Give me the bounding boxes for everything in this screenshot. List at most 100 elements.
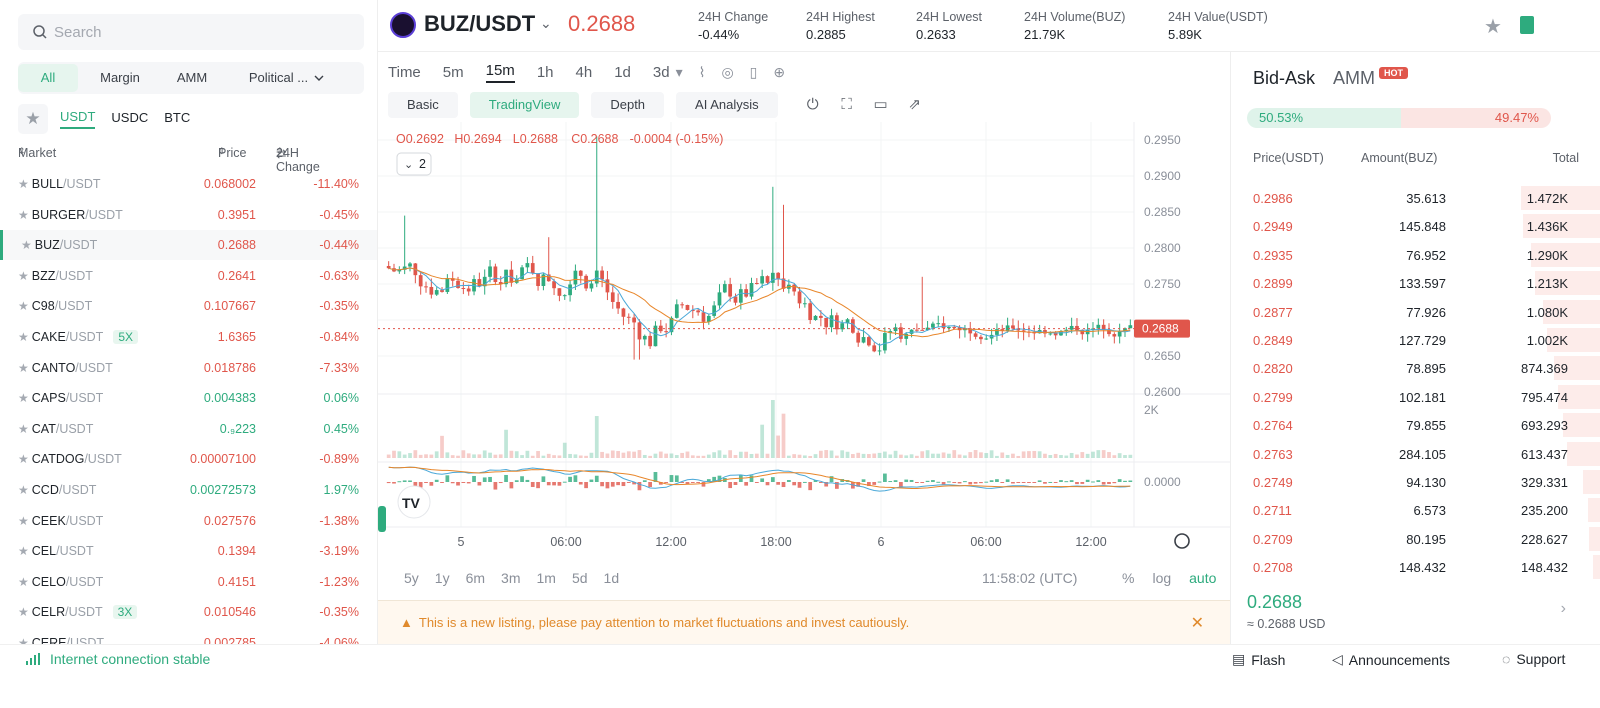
candle-type-icon[interactable]: ▯ xyxy=(749,64,758,80)
tf-time[interactable]: Time xyxy=(388,64,421,81)
star-icon[interactable]: ★ xyxy=(18,636,29,650)
ask-row[interactable]: 0.2820 78.895 874.369 xyxy=(1231,354,1600,382)
layout-icon[interactable]: ▭ xyxy=(873,96,888,113)
power-icon[interactable]: ⏻ xyxy=(806,96,819,113)
pair-dropdown-chevron-icon[interactable]: ⌄ xyxy=(540,15,552,31)
star-icon[interactable]: ★ xyxy=(18,452,29,467)
market-row-bull[interactable]: ★ BULL/USDT 0.068002 -11.40% xyxy=(0,169,377,199)
star-icon[interactable]: ★ xyxy=(18,207,29,222)
tf-15m[interactable]: 15m xyxy=(485,62,515,83)
market-row-ceek[interactable]: ★ CEEK/USDT 0.027576 -1.38% xyxy=(0,506,377,536)
footer-flash-link[interactable]: ▤ Flash xyxy=(1232,651,1285,668)
star-icon[interactable]: ★ xyxy=(18,177,29,191)
range-6m[interactable]: 6m xyxy=(465,570,486,586)
share-icon[interactable]: ⇗ xyxy=(908,96,921,113)
market-row-ccd[interactable]: ★ CCD/USDT 0.00272573 1.97% xyxy=(0,475,377,505)
ask-row[interactable]: 0.2709 80.195 228.627 xyxy=(1231,525,1600,553)
filter-all[interactable]: All xyxy=(18,64,78,92)
mode-depth[interactable]: Depth xyxy=(591,92,665,118)
market-row-caps[interactable]: ★ CAPS/USDT 0.004383 0.06% xyxy=(0,383,377,413)
ask-row[interactable]: 0.2749 94.130 329.331 xyxy=(1231,468,1600,496)
star-icon[interactable]: ★ xyxy=(18,360,29,375)
tf-1d[interactable]: 1d xyxy=(614,64,631,81)
quote-tab-btc[interactable]: BTC xyxy=(164,110,191,125)
footer-announcements-link[interactable]: ◁ Announcements xyxy=(1332,651,1450,668)
market-row-cake[interactable]: ★ CAKE/USDT 5X 1.6365 -0.84% xyxy=(0,322,377,352)
scale-auto[interactable]: auto xyxy=(1189,570,1217,586)
range-5d[interactable]: 5d xyxy=(571,570,588,586)
star-icon[interactable]: ★ xyxy=(18,544,29,559)
notebook-icon[interactable] xyxy=(1520,16,1534,34)
close-icon[interactable]: ✕ xyxy=(1190,615,1204,632)
favorites-star-icon[interactable]: ★ xyxy=(18,104,48,134)
range-3m[interactable]: 3m xyxy=(501,570,521,586)
ask-row[interactable]: 0.2935 76.952 1.290K xyxy=(1231,241,1600,269)
tf-4h[interactable]: 4h xyxy=(575,64,593,81)
market-row-cel[interactable]: ★ CEL/USDT 0.1394 -3.19% xyxy=(0,536,377,566)
tf-1h[interactable]: 1h xyxy=(536,64,554,81)
star-icon[interactable]: ★ xyxy=(21,238,32,253)
ask-row[interactable]: 0.2711 6.573 235.200 xyxy=(1231,496,1600,524)
range-5y[interactable]: 5y xyxy=(404,570,419,586)
ask-row[interactable]: 0.2986 35.613 1.472K xyxy=(1231,184,1600,212)
ask-row[interactable]: 0.2764 79.855 693.293 xyxy=(1231,411,1600,439)
filter-amm[interactable]: AMM xyxy=(176,70,208,85)
filter-margin[interactable]: Margin xyxy=(100,70,140,85)
market-row-canto[interactable]: ★ CANTO/USDT 0.018786 -7.33% xyxy=(0,353,377,383)
star-icon[interactable]: ★ xyxy=(18,391,29,406)
market-row-cat[interactable]: ★ CAT/USDT 0.₉223 0.45% xyxy=(0,414,377,444)
ask-amount: 76.952 xyxy=(1406,247,1446,263)
star-icon[interactable]: ★ xyxy=(18,299,29,314)
mode-tradingview[interactable]: TradingView xyxy=(469,92,580,118)
ask-row[interactable]: 0.2877 77.926 1.080K xyxy=(1231,298,1600,326)
ask-row[interactable]: 0.2849 127.729 1.002K xyxy=(1231,326,1600,354)
star-icon[interactable]: ★ xyxy=(18,574,29,589)
add-icon[interactable]: ⊕ xyxy=(773,64,786,80)
star-icon[interactable]: ★ xyxy=(18,605,29,620)
tf-dropdown-caret-icon[interactable]: ▾ xyxy=(675,64,683,80)
market-row-catdog[interactable]: ★ CATDOG/USDT 0.00007100 -0.89% xyxy=(0,444,377,474)
star-icon[interactable]: ★ xyxy=(18,421,29,436)
filter-political-dropdown[interactable]: Political ... xyxy=(222,64,352,92)
range-1m[interactable]: 1m xyxy=(536,570,556,586)
connection-text: Internet connection stable xyxy=(50,651,211,667)
market-row-bzz[interactable]: ★ BZZ/USDT 0.2641 -0.63% xyxy=(0,261,377,291)
price-chart[interactable]: 0.2688 0.2950 0.2900 0.2850 0.2800 0.2750 0.26… xyxy=(378,122,1230,562)
quote-tab-usdt[interactable]: USDT xyxy=(60,109,96,129)
fullscreen-icon[interactable]: ⛶ xyxy=(841,96,852,113)
chevron-right-icon[interactable]: › xyxy=(1560,600,1566,617)
market-row-celo[interactable]: ★ CELO/USDT 0.4151 -1.23% xyxy=(0,567,377,597)
market-row-c98[interactable]: ★ C98/USDT 0.107667 -0.35% xyxy=(0,291,377,321)
swap-columns-icon[interactable]: ⇄ xyxy=(276,147,287,161)
footer-support-link[interactable]: ◌ Support xyxy=(1502,651,1565,667)
star-icon[interactable]: ★ xyxy=(18,268,29,283)
ask-row[interactable]: 0.2763 284.105 613.437 xyxy=(1231,440,1600,468)
tf-3d[interactable]: 3d xyxy=(652,64,670,81)
quote-tab-usdc[interactable]: USDC xyxy=(111,110,149,125)
tf-5m[interactable]: 5m xyxy=(442,64,464,81)
tab-amm[interactable]: AMM xyxy=(1333,68,1376,88)
market-row-burger[interactable]: ★ BURGER/USDT 0.3951 -0.45% xyxy=(0,200,377,230)
mode-basic[interactable]: Basic xyxy=(388,92,458,118)
market-row-celr[interactable]: ★ CELR/USDT 3X 0.010546 -0.35% xyxy=(0,597,377,627)
scale-percent[interactable]: % xyxy=(1122,570,1135,586)
pair-name[interactable]: BUZ/USDT xyxy=(424,11,536,36)
quote-symbol: /USDT xyxy=(58,483,97,497)
star-icon[interactable]: ★ xyxy=(18,513,29,528)
ask-row[interactable]: 0.2799 102.181 795.474 xyxy=(1231,383,1600,411)
ask-row[interactable]: 0.2708 148.432 148.432 xyxy=(1231,553,1600,581)
range-1d[interactable]: 1d xyxy=(603,570,620,586)
star-icon[interactable]: ★ xyxy=(18,330,29,344)
market-row-buz[interactable]: ★ BUZ/USDT 0.2688 -0.44% xyxy=(0,230,377,261)
indicator-icon[interactable]: ⌇ xyxy=(698,64,706,80)
range-1y[interactable]: 1y xyxy=(434,570,450,586)
mode-ai-analysis[interactable]: AI Analysis xyxy=(676,92,778,118)
search-input[interactable]: Search xyxy=(18,14,364,50)
scale-log[interactable]: log xyxy=(1152,570,1172,586)
settings-icon[interactable]: ◎ xyxy=(721,64,734,80)
ask-row[interactable]: 0.2949 145.848 1.436K xyxy=(1231,212,1600,240)
ask-row[interactable]: 0.2899 133.597 1.213K xyxy=(1231,269,1600,297)
favorite-star-icon[interactable]: ★ xyxy=(1484,16,1502,38)
star-icon[interactable]: ★ xyxy=(18,483,29,497)
tab-bid-ask[interactable]: Bid-Ask xyxy=(1253,68,1316,88)
